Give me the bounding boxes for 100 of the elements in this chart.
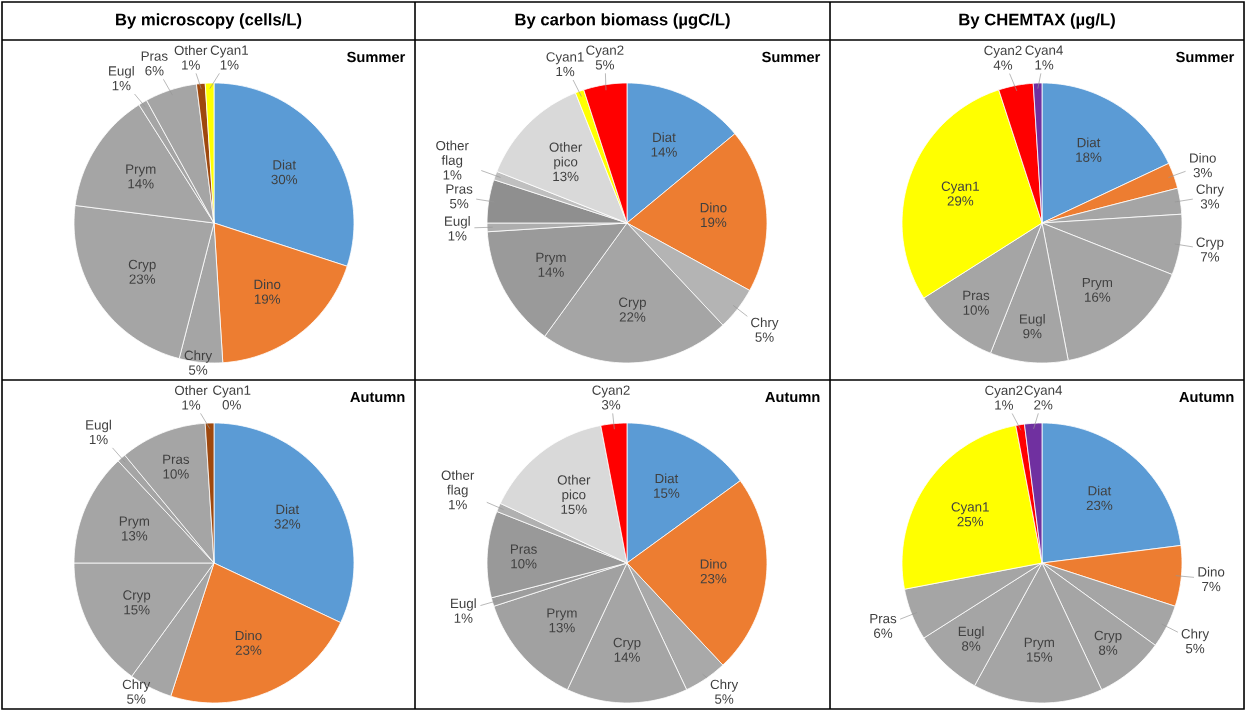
data-label: 1% xyxy=(220,60,239,70)
data-label: 5% xyxy=(595,60,615,70)
data-label: 5% xyxy=(450,198,469,209)
slice-label: Other flag xyxy=(436,140,469,168)
data-label: 3% xyxy=(1200,199,1220,209)
slice-label: Prym xyxy=(536,252,566,265)
slice-label: Diat xyxy=(653,132,676,143)
slice-label: Cyan4 xyxy=(1024,385,1063,398)
text: 0% xyxy=(222,400,241,410)
data-label: 10% xyxy=(963,305,989,315)
slice-label: Cyan2 xyxy=(592,385,630,398)
chart-subtitle: Summer xyxy=(1176,51,1235,63)
slice-label: Other pico xyxy=(549,142,583,170)
data-label: 1% xyxy=(443,170,462,180)
data-label: 13% xyxy=(553,171,579,182)
slice-label: Pras xyxy=(446,184,473,194)
data-label: 15% xyxy=(124,605,150,615)
slice-label: Cryp xyxy=(619,297,646,310)
data-label: 5% xyxy=(715,694,734,704)
data-label: 23% xyxy=(235,645,262,655)
data-label: 15% xyxy=(561,504,587,514)
slice-label: Chry xyxy=(710,679,739,692)
slice-label: Eugl xyxy=(958,626,984,639)
slice-label: Cryp xyxy=(613,637,641,650)
data-label: 29% xyxy=(947,196,974,206)
slice-label: Dino xyxy=(1190,152,1216,163)
data-label: 25% xyxy=(957,516,984,527)
slice-label: Pras xyxy=(510,544,537,554)
slice-label: Eugl xyxy=(109,65,134,79)
data-label: 1% xyxy=(448,231,467,241)
data-label: 1% xyxy=(112,80,131,91)
slice-label: Prym xyxy=(547,608,577,621)
data-label: 5% xyxy=(1185,643,1205,654)
category-label: Cyan1 xyxy=(213,385,251,398)
slice-label: Prym xyxy=(1082,277,1113,290)
data-label: 3% xyxy=(601,400,621,410)
slice-label: Eugl xyxy=(445,216,470,229)
data-label: 32% xyxy=(274,519,301,529)
slice-label: Dino xyxy=(1198,566,1225,577)
data-label: 23% xyxy=(700,573,727,584)
chart-subtitle: Autumn xyxy=(350,391,405,403)
slice-label: Pras xyxy=(141,51,168,61)
slice-label: Other xyxy=(174,385,208,396)
chart-subtitle: Autumn xyxy=(765,391,820,403)
data-label: 22% xyxy=(619,312,646,322)
data-label: 15% xyxy=(1026,652,1053,662)
data-label: 14% xyxy=(614,652,640,662)
slice-label: Other pico xyxy=(557,474,591,502)
slice-label: Chry xyxy=(751,317,779,330)
slice-label: Other flag xyxy=(441,470,475,498)
slice-label: Dino xyxy=(700,202,727,213)
data-label: 1% xyxy=(454,613,473,623)
slice-label: Chry xyxy=(184,350,213,363)
chart-subtitle: Summer xyxy=(347,51,406,63)
slice-label: Cyan4 xyxy=(1025,45,1063,58)
data-label: 5% xyxy=(755,332,774,342)
data-label: 18% xyxy=(1076,152,1102,162)
slice-label: Diat xyxy=(276,504,300,515)
slice-label: Chry xyxy=(1181,628,1210,642)
slice-label: Prym xyxy=(126,164,156,177)
data-label: 13% xyxy=(122,531,148,541)
data-label: 13% xyxy=(549,622,575,633)
data-label: 1% xyxy=(449,499,467,510)
slice-label: Cryp xyxy=(123,590,151,603)
slice-label: Prym xyxy=(119,516,150,529)
slice-label: Diat xyxy=(655,473,679,484)
data-label: 14% xyxy=(128,179,154,189)
slice-label: Diat xyxy=(273,159,296,170)
slice-label: Diat xyxy=(1077,137,1101,148)
chart-title: By microscopy (cells/L) xyxy=(116,13,302,29)
data-label: 9% xyxy=(1023,328,1042,339)
data-label: 23% xyxy=(1086,500,1113,511)
slice-label: Cyan2 xyxy=(984,45,1022,58)
data-label: 1% xyxy=(182,400,201,410)
data-label: 1% xyxy=(995,400,1014,410)
data-label: 1% xyxy=(89,434,108,445)
data-label: 7% xyxy=(1200,252,1220,262)
data-label: 30% xyxy=(271,174,298,185)
slice-label: Pras xyxy=(163,454,190,464)
data-label: 5% xyxy=(127,694,146,704)
slice-label: Eugl xyxy=(451,598,476,611)
slice-label: Pras xyxy=(963,290,990,301)
data-label: 5% xyxy=(188,365,208,375)
slice-label: Eugl xyxy=(1020,313,1045,327)
slice-label: Pras xyxy=(870,613,897,624)
data-label: 8% xyxy=(1099,645,1118,655)
slice-label: Cryp xyxy=(1196,237,1224,250)
data-label: 14% xyxy=(538,267,564,277)
data-label: 10% xyxy=(163,469,189,479)
data-label: 19% xyxy=(254,294,281,304)
slice-label: Cryp xyxy=(1094,630,1122,643)
slice-label: Cyan2 xyxy=(985,385,1023,398)
data-label: 2% xyxy=(1034,400,1053,410)
chart-title: By CHEMTAX (µg/L) xyxy=(959,13,1115,29)
slice-label: Dino xyxy=(254,279,281,290)
slice-label: Dino xyxy=(235,630,262,641)
slice-label: Cyan1 xyxy=(951,502,989,515)
slice-label: Dino xyxy=(700,558,727,569)
data-label: 19% xyxy=(701,217,727,228)
data-label: 4% xyxy=(993,60,1013,70)
